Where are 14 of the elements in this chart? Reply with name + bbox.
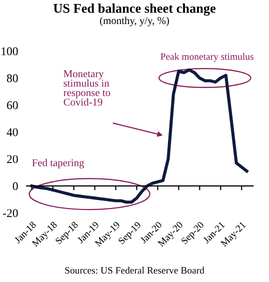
line-series [30, 68, 248, 204]
y-tick-label: 0 [12, 182, 18, 190]
y-tick-label: 60 [7, 101, 18, 110]
y-tick-label: 80 [6, 74, 18, 82]
annotation: Fed tapering [32, 158, 84, 168]
source-note: Sources: US Federal Reserve Board [65, 266, 204, 274]
chart-subtitle: (monthy, y/y, %) [100, 16, 169, 26]
annotation: Monetary stimulus in response to Covid-19 [64, 70, 110, 106]
y-tick-label: 20 [7, 155, 18, 164]
annotation: Peak monetary stimulus [160, 52, 254, 62]
y-tick-label: 100 [2, 47, 18, 56]
y-tick-label: -20 [3, 209, 18, 218]
y-tick-label: 40 [6, 128, 18, 136]
chart-title: US Fed balance sheet change [53, 4, 216, 16]
